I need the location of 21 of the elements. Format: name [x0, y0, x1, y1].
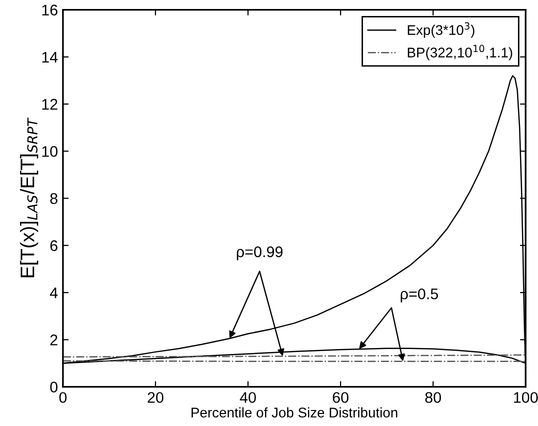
- x-tick-label: 80: [425, 392, 441, 403]
- y-tick-label: 12: [42, 98, 58, 110]
- y-tick-label: 0: [50, 382, 58, 392]
- y-tick-label: 2: [50, 334, 58, 346]
- annotation: ρ=0.99: [236, 246, 283, 260]
- legend-label: Exp(3*10$^{3}$): [408, 22, 474, 38]
- x-tick-label: 100: [514, 392, 538, 403]
- y-tick-label: 16: [42, 4, 58, 16]
- legend-label: BP(322,10$^{10}$,1.1): [408, 44, 512, 60]
- y-tick-label: 10: [42, 146, 58, 157]
- y-tick-label: 14: [42, 52, 58, 62]
- y-tick-label: 6: [50, 240, 58, 252]
- y-tick-label: 4: [50, 288, 58, 298]
- y-tick-label: 8: [50, 193, 58, 204]
- x-tick-label: 20: [148, 392, 164, 403]
- y-axis-title: E[T(x)]$_{LAS}$/E[T]$_{SRPT}$: [20, 117, 38, 278]
- x-tick-label: 60: [332, 392, 348, 403]
- x-tick-label: 0: [59, 392, 67, 403]
- annotation: ρ=0.5: [400, 288, 438, 302]
- x-tick-label: 40: [240, 392, 256, 403]
- x-axis-title: Percentile of Job Size Distribution: [192, 407, 398, 418]
